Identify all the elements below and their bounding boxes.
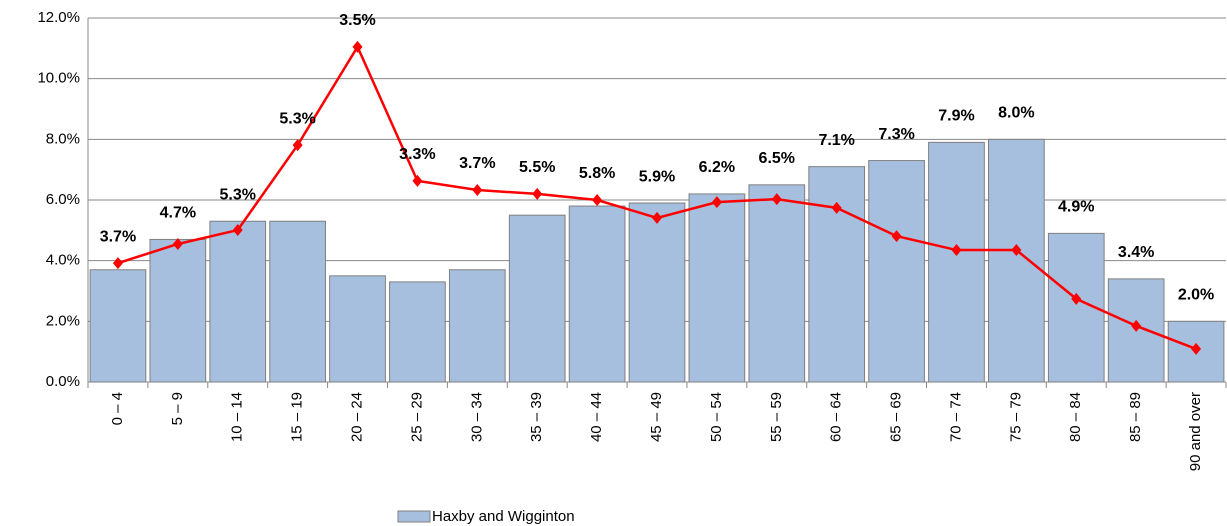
line-marker <box>831 201 842 214</box>
line-marker <box>112 257 123 270</box>
legend-swatch <box>397 510 431 523</box>
line-marker <box>472 183 483 196</box>
line-marker <box>532 187 543 200</box>
x-tick-label: 40 – 44 <box>588 392 605 442</box>
data-label: 5.3% <box>220 186 256 203</box>
data-label: 5.3% <box>279 110 315 127</box>
x-tick-label: 75 – 79 <box>1007 392 1024 442</box>
data-label: 3.5% <box>339 12 375 29</box>
line-marker <box>1191 342 1202 355</box>
line-marker <box>172 237 183 250</box>
line-marker <box>891 230 902 243</box>
line-marker <box>951 244 962 257</box>
data-label: 8.0% <box>998 105 1034 122</box>
line-marker <box>352 40 363 53</box>
data-label: 3.4% <box>1118 244 1154 261</box>
bar <box>209 220 267 383</box>
line-marker <box>592 194 603 206</box>
y-tick-label: 4.0% <box>46 252 80 269</box>
bar <box>149 238 207 383</box>
x-tick-label: 20 – 24 <box>348 392 365 442</box>
bar <box>988 138 1045 383</box>
bar <box>628 202 686 383</box>
y-tick-label: 6.0% <box>46 191 80 208</box>
data-label: 5.9% <box>639 168 675 185</box>
x-tick-label: 90 and over <box>1187 392 1204 471</box>
line-marker <box>412 174 423 187</box>
data-label: 7.3% <box>878 126 914 143</box>
bar <box>448 269 506 383</box>
y-tick-label: 10.0% <box>37 70 80 87</box>
x-tick-label: 0 – 4 <box>109 392 126 425</box>
x-tick-label: 55 – 59 <box>768 392 785 442</box>
x-tick-label: 70 – 74 <box>947 392 964 442</box>
bar <box>269 220 326 383</box>
x-tick-label: 80 – 84 <box>1067 392 1084 442</box>
data-label: 6.2% <box>699 159 735 176</box>
data-label: 4.9% <box>1058 199 1094 216</box>
line-marker <box>232 224 243 237</box>
x-tick-label: 30 – 34 <box>468 392 485 442</box>
data-label: 2.0% <box>1178 287 1214 304</box>
y-tick-label: 0.0% <box>46 373 80 390</box>
x-tick-label: 65 – 69 <box>888 392 905 442</box>
bar <box>688 193 746 383</box>
x-tick-label: 15 – 19 <box>289 392 306 442</box>
data-label: 7.9% <box>938 108 974 125</box>
x-tick-label: 5 – 9 <box>169 392 186 425</box>
line-marker <box>652 211 662 224</box>
x-tick-label: 10 – 14 <box>229 392 246 442</box>
bar <box>329 275 386 383</box>
bar <box>508 214 566 383</box>
line-marker <box>1011 244 1022 257</box>
bar <box>568 205 626 383</box>
bar <box>748 184 806 383</box>
x-tick-label: 45 – 49 <box>648 392 665 442</box>
data-label: 5.8% <box>579 165 615 182</box>
y-tick-label: 2.0% <box>46 312 80 329</box>
legend-label: Haxby and Wigginton <box>432 508 575 525</box>
x-tick-label: 25 – 29 <box>408 392 425 442</box>
x-tick-label: 50 – 54 <box>708 392 725 442</box>
data-label: 6.5% <box>759 150 795 167</box>
bar <box>389 281 446 383</box>
data-label: 5.5% <box>519 159 555 176</box>
bar <box>928 141 985 383</box>
line-marker <box>1071 292 1082 305</box>
bar <box>89 269 147 383</box>
bar <box>868 160 925 383</box>
x-tick-label: 60 – 64 <box>828 392 845 442</box>
data-label: 3.7% <box>100 228 136 245</box>
bar <box>808 166 866 383</box>
x-tick-label: 85 – 89 <box>1127 392 1144 442</box>
line-marker <box>1131 319 1142 332</box>
line-marker <box>292 139 303 152</box>
line-marker <box>771 193 782 206</box>
data-label: 3.3% <box>399 146 435 163</box>
data-label: 7.1% <box>818 132 854 149</box>
line-marker <box>711 196 722 209</box>
data-label: 4.7% <box>160 205 196 222</box>
data-label: 3.7% <box>459 155 495 172</box>
y-tick-label: 12.0% <box>37 9 80 26</box>
x-tick-label: 35 – 39 <box>528 392 545 442</box>
y-tick-label: 8.0% <box>46 130 80 147</box>
